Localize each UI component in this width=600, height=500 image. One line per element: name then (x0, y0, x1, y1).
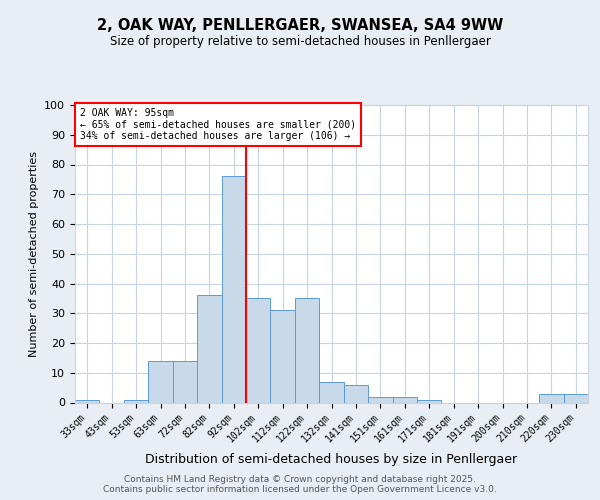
Bar (124, 400, 148, 402)
Bar (319, 382, 344, 402)
Bar (75, 400, 100, 402)
Y-axis label: Number of semi-detached properties: Number of semi-detached properties (29, 151, 39, 357)
Bar (344, 384, 368, 402)
Text: 2, OAK WAY, PENLLERGAER, SWANSEA, SA4 9WW: 2, OAK WAY, PENLLERGAER, SWANSEA, SA4 9W… (97, 18, 503, 32)
Bar (295, 298, 319, 403)
Bar (271, 310, 295, 402)
Bar (148, 361, 173, 403)
Bar (563, 394, 588, 402)
Text: 2 OAK WAY: 95sqm
← 65% of semi-detached houses are smaller (200)
34% of semi-det: 2 OAK WAY: 95sqm ← 65% of semi-detached … (80, 108, 356, 141)
Bar (246, 298, 271, 403)
Text: Size of property relative to semi-detached houses in Penllergaer: Size of property relative to semi-detach… (110, 35, 490, 48)
Bar (392, 396, 417, 402)
Bar (368, 396, 392, 402)
Bar (173, 361, 197, 403)
Bar (221, 176, 246, 402)
Bar (539, 394, 563, 402)
Bar (417, 400, 442, 402)
Text: Contains HM Land Registry data © Crown copyright and database right 2025.: Contains HM Land Registry data © Crown c… (124, 475, 476, 484)
Bar (197, 296, 221, 403)
X-axis label: Distribution of semi-detached houses by size in Penllergaer: Distribution of semi-detached houses by … (145, 452, 518, 466)
Text: Contains public sector information licensed under the Open Government Licence v3: Contains public sector information licen… (103, 485, 497, 494)
